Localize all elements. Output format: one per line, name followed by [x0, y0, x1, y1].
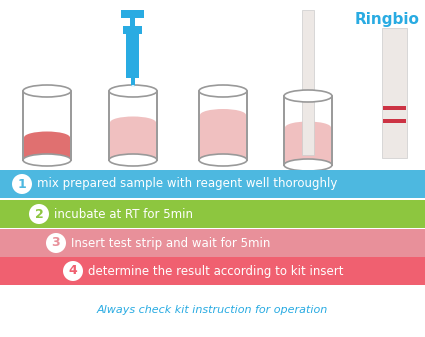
Bar [0, 257, 425, 285]
Circle shape [46, 233, 66, 253]
Text: 2: 2 [34, 208, 43, 220]
Ellipse shape [199, 85, 247, 97]
Polygon shape [24, 137, 70, 160]
Circle shape [12, 174, 32, 194]
Ellipse shape [284, 159, 332, 171]
Ellipse shape [200, 109, 246, 121]
Polygon shape [200, 115, 246, 160]
Text: mix prepared sample with reagent well thoroughly: mix prepared sample with reagent well th… [37, 178, 337, 190]
Bar [383, 119, 406, 123]
Text: Always check kit instruction for operation: Always check kit instruction for operati… [96, 305, 328, 315]
Bar [131, 78, 135, 87]
Polygon shape [110, 123, 156, 160]
Text: determine the result according to kit insert: determine the result according to kit in… [88, 265, 343, 277]
Text: Ringbio: Ringbio [355, 12, 420, 27]
Polygon shape [284, 96, 332, 165]
Circle shape [63, 261, 83, 281]
Bar [130, 13, 136, 29]
Ellipse shape [130, 85, 136, 93]
Ellipse shape [110, 117, 156, 128]
Polygon shape [109, 91, 157, 160]
Bar [127, 30, 139, 78]
Bar [0, 200, 425, 228]
Ellipse shape [109, 154, 157, 166]
Ellipse shape [23, 85, 71, 97]
Bar [302, 10, 314, 155]
Text: 4: 4 [68, 265, 77, 277]
Text: Insert test strip and wait for 5min: Insert test strip and wait for 5min [71, 237, 270, 249]
Polygon shape [199, 91, 247, 160]
Circle shape [29, 204, 49, 224]
Text: 1: 1 [17, 178, 26, 190]
Ellipse shape [284, 90, 332, 102]
Bar [124, 26, 142, 34]
Text: incubate at RT for 5min: incubate at RT for 5min [54, 208, 193, 220]
Bar [0, 0, 425, 170]
Bar [382, 28, 408, 158]
Bar [0, 229, 425, 257]
Ellipse shape [285, 122, 331, 133]
Ellipse shape [199, 154, 247, 166]
Polygon shape [285, 127, 331, 165]
Polygon shape [23, 91, 71, 160]
Bar [122, 10, 144, 18]
Ellipse shape [109, 85, 157, 97]
Text: 3: 3 [52, 237, 60, 249]
Ellipse shape [24, 131, 70, 144]
Bar [383, 106, 406, 110]
Bar [0, 170, 425, 198]
Ellipse shape [23, 154, 71, 166]
